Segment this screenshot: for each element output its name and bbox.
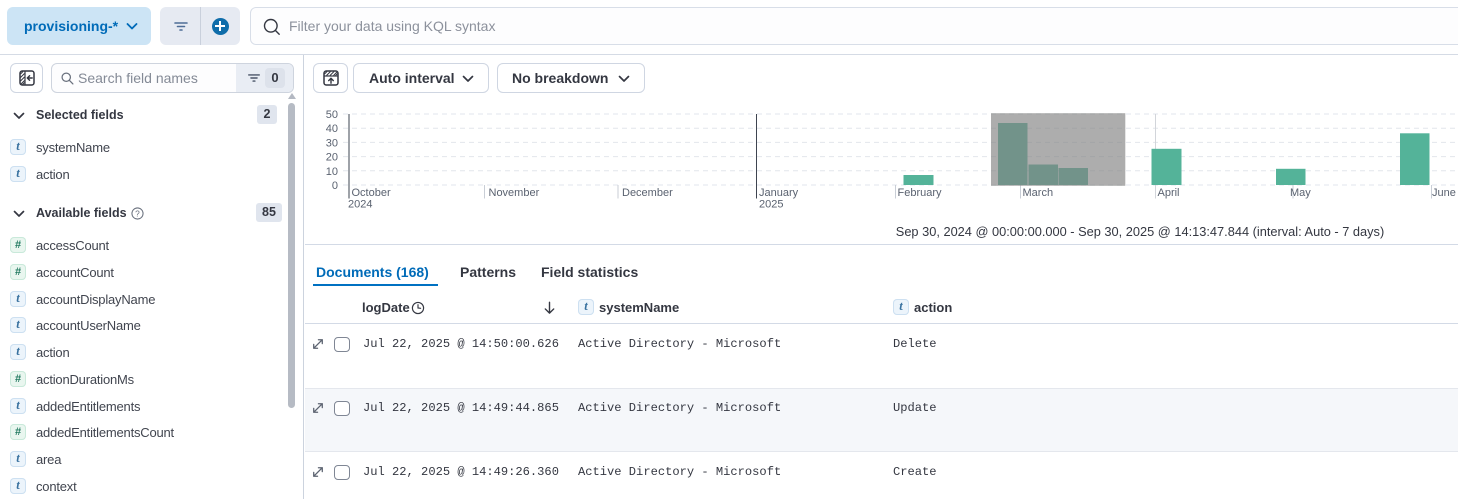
svg-text:April: April [1158,187,1180,199]
svg-text:November: November [489,187,540,199]
svg-text:June: June [1432,187,1456,199]
svg-text:2024: 2024 [348,199,372,211]
svg-text:March: March [1023,187,1054,199]
svg-text:December: December [622,187,673,199]
svg-text:10: 10 [326,166,338,178]
svg-text:40: 40 [326,123,338,135]
svg-text:?: ? [135,208,140,218]
svg-text:October: October [352,187,391,199]
svg-text:20: 20 [326,152,338,164]
svg-text:January: January [759,187,799,199]
svg-text:50: 50 [326,109,338,121]
svg-text:0: 0 [332,180,338,192]
svg-text:30: 30 [326,137,338,149]
svg-text:2025: 2025 [759,199,783,211]
svg-text:February: February [898,187,943,199]
svg-text:May: May [1290,187,1311,199]
